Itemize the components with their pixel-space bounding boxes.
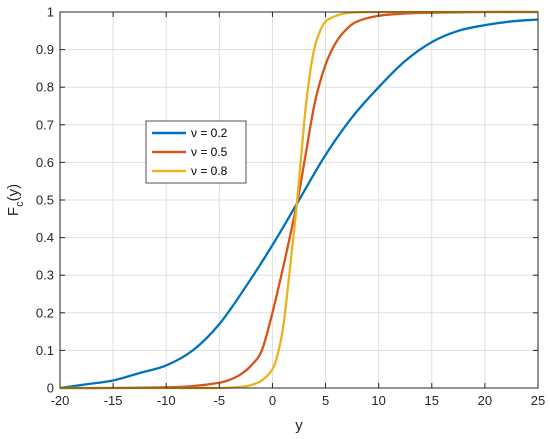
y-tick-label: 0.3 <box>36 268 54 283</box>
y-tick-label: 0.1 <box>36 343 54 358</box>
x-tick-label: -15 <box>104 393 123 408</box>
series-lines <box>59 10 539 390</box>
legend-label-2: ν = 0.8 <box>191 164 228 178</box>
y-tick-label: 0.9 <box>36 42 54 57</box>
legend-label-0: ν = 0.2 <box>191 126 228 140</box>
x-tick-label: 25 <box>531 393 545 408</box>
axis-ticks: -20 -15 -10 -5 0 5 10 15 20 25 0 0.1 0.2 0.3 0.4 0.5 0.6… <box>36 5 545 409</box>
x-tick-label: 10 <box>371 393 385 408</box>
y-tick-label: 0.6 <box>36 155 54 170</box>
x-axis-label: y <box>295 417 303 434</box>
x-tick-label: 15 <box>425 393 439 408</box>
y-tick-label: 0 <box>47 381 54 396</box>
y-axis-label: Fc(y) <box>5 184 26 216</box>
series-line-2 <box>59 10 538 390</box>
legend: ν = 0.2 ν = 0.5 ν = 0.8 <box>145 120 247 184</box>
y-axis-label-rest: (y) <box>5 184 22 202</box>
y-tick-label: 0.4 <box>36 230 54 245</box>
y-axis-label-main: F <box>5 207 22 216</box>
x-tick-label: -20 <box>51 393 70 408</box>
x-tick-label: 0 <box>269 393 276 408</box>
x-tick-label: -5 <box>214 393 226 408</box>
y-tick-label: 0.8 <box>36 80 54 95</box>
legend-label-1: ν = 0.5 <box>191 145 228 159</box>
x-tick-label: 20 <box>478 393 492 408</box>
y-tick-label: 0.2 <box>36 305 54 320</box>
y-tick-label: 1 <box>47 5 54 20</box>
x-tick-label: 5 <box>322 393 329 408</box>
y-tick-label: 0.5 <box>36 193 54 208</box>
y-axis-label-subscript: c <box>14 201 26 207</box>
y-tick-label: 0.7 <box>36 117 54 132</box>
x-tick-label: -10 <box>157 393 176 408</box>
